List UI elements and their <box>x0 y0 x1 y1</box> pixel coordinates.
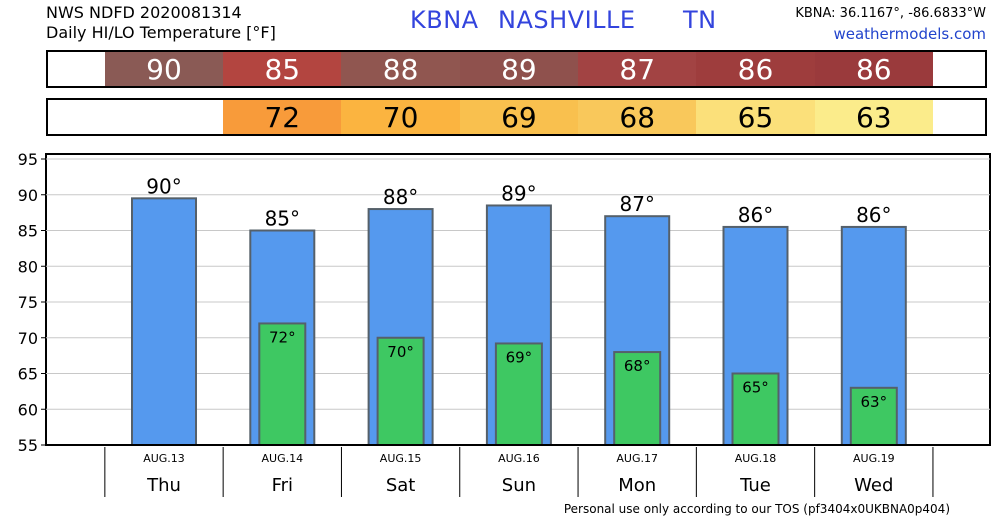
chart-subtitle: Daily HI/LO Temperature [°F] <box>46 23 276 42</box>
low-temp-bar <box>494 342 543 446</box>
y-tick-label: 70 <box>18 329 38 348</box>
header-right: KBNA: 36.1167°, -86.6833°W weathermodels… <box>795 4 986 44</box>
hi-strip-cell: 86 <box>814 52 933 86</box>
lo-strip-cell: 72 <box>223 100 342 134</box>
high-temp-label: 89° <box>501 181 536 205</box>
date-label: AUG.19 <box>853 452 895 465</box>
high-temp-strip: 90 85 88 89 87 86 86 <box>46 50 987 88</box>
date-label: AUG.15 <box>380 452 422 465</box>
station-coords: KBNA: 36.1167°, -86.6833°W <box>795 6 986 21</box>
site-link[interactable]: weathermodels.com <box>833 25 986 43</box>
station-code: KBNA <box>410 6 479 34</box>
low-temp-label: 70° <box>387 343 414 361</box>
y-tick-label: 75 <box>18 293 38 312</box>
high-temp-label: 88° <box>383 185 418 209</box>
low-temp-strip: 72 70 69 68 65 63 <box>46 98 987 136</box>
low-temp-label: 63° <box>861 393 888 411</box>
low-temp-bar <box>613 351 662 446</box>
lo-strip-cell: 69 <box>459 100 579 134</box>
low-temp-bar <box>258 322 307 447</box>
day-label: Tue <box>739 475 771 496</box>
hi-strip-cell: 85 <box>223 52 342 86</box>
high-temp-label: 87° <box>619 192 654 216</box>
day-label: Sat <box>386 475 416 496</box>
lo-strip-cell: 65 <box>696 100 815 134</box>
day-label: Thu <box>146 475 181 496</box>
high-temp-label: 85° <box>265 207 300 231</box>
low-temp-label: 68° <box>624 357 651 375</box>
day-label: Mon <box>618 475 656 496</box>
high-temp-label: 86° <box>738 203 773 227</box>
y-tick-label: 65 <box>18 365 38 384</box>
y-tick-label: 60 <box>18 400 38 419</box>
y-tick-label: 85 <box>18 222 38 241</box>
lo-strip-cell: 68 <box>578 100 697 134</box>
low-temp-label: 65° <box>742 379 769 397</box>
day-label: Fri <box>272 475 293 496</box>
y-tick-label: 80 <box>18 257 38 276</box>
station-name: NASHVILLE <box>498 6 636 34</box>
y-tick-label: 95 <box>18 150 38 169</box>
tos-footer: Personal use only according to our TOS (… <box>563 502 950 516</box>
low-temp-bar <box>731 372 780 446</box>
hi-strip-cell: 86 <box>696 52 815 86</box>
date-label: AUG.14 <box>262 452 304 465</box>
y-tick-label: 90 <box>18 186 38 205</box>
date-label: AUG.18 <box>735 452 777 465</box>
model-run-label: NWS NDFD 2020081314 <box>46 3 242 22</box>
station-state: TN <box>683 6 717 34</box>
lo-strip-cell: 63 <box>814 100 933 134</box>
date-label: AUG.13 <box>143 452 185 465</box>
date-label: AUG.17 <box>616 452 658 465</box>
header-left: NWS NDFD 2020081314 Daily HI/LO Temperat… <box>46 3 276 43</box>
date-label: AUG.16 <box>498 452 540 465</box>
high-temp-bar <box>131 197 197 446</box>
y-tick-label: 55 <box>18 436 38 455</box>
day-label: Sun <box>502 475 536 496</box>
hi-strip-cell: 89 <box>459 52 579 86</box>
hi-strip-cell: 90 <box>104 52 224 86</box>
low-temp-label: 72° <box>269 328 296 346</box>
hi-strip-cell: 87 <box>578 52 697 86</box>
hi-strip-cell: 88 <box>341 52 460 86</box>
high-temp-label: 86° <box>856 203 891 227</box>
day-label: Wed <box>854 475 893 496</box>
lo-strip-cell: 70 <box>341 100 460 134</box>
low-temp-label: 69° <box>506 348 533 366</box>
high-temp-label: 90° <box>146 174 181 198</box>
